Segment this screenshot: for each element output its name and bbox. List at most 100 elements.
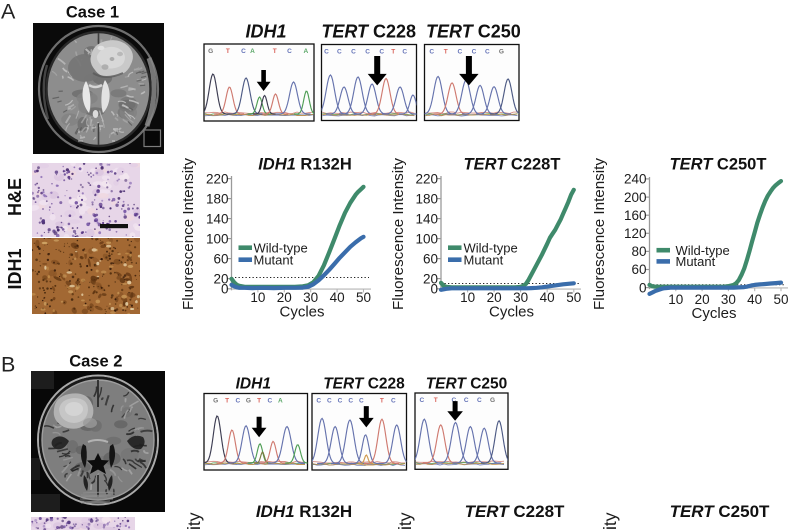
svg-text:C: C [348, 398, 353, 405]
svg-text:Wild-type: Wild-type [676, 243, 730, 258]
svg-text:20: 20 [487, 290, 502, 305]
svg-text:30: 30 [513, 290, 528, 305]
svg-text:C: C [391, 398, 396, 405]
svg-text:0: 0 [221, 282, 229, 297]
svg-text:H&E: H&E [5, 178, 25, 216]
svg-text:TERT C228T: TERT C228T [464, 156, 561, 174]
svg-text:Cycles: Cycles [279, 304, 324, 321]
svg-text:C: C [267, 398, 272, 405]
svg-text:TERT C250: TERT C250 [426, 375, 508, 392]
svg-text:100: 100 [415, 231, 438, 246]
svg-text:C: C [379, 49, 384, 56]
svg-text:C: C [429, 49, 434, 56]
svg-text:10: 10 [668, 292, 683, 307]
svg-text:C: C [452, 397, 457, 404]
svg-text:C: C [472, 49, 477, 56]
svg-text:C: C [337, 49, 342, 56]
svg-text:C: C [327, 398, 332, 405]
svg-text:40: 40 [330, 290, 345, 305]
svg-text:Mutant: Mutant [464, 252, 504, 267]
svg-text:Case 1: Case 1 [66, 4, 119, 22]
svg-text:C: C [287, 48, 292, 55]
svg-text:TERT C250: TERT C250 [426, 22, 521, 42]
svg-text:30: 30 [303, 290, 318, 305]
svg-text:C: C [485, 49, 490, 56]
svg-text:T: T [391, 49, 395, 56]
svg-text:C: C [420, 397, 425, 404]
svg-text:ity: ity [600, 512, 620, 530]
svg-text:80: 80 [631, 244, 646, 259]
svg-text:C: C [458, 49, 463, 56]
svg-text:20: 20 [277, 290, 292, 305]
svg-text:T: T [273, 48, 277, 55]
svg-text:C: C [402, 49, 407, 56]
svg-text:TERT C228: TERT C228 [321, 22, 416, 42]
svg-text:A: A [278, 398, 283, 405]
svg-text:140: 140 [206, 211, 229, 226]
svg-text:TERT C228T: TERT C228T [465, 502, 565, 521]
svg-text:T: T [226, 48, 230, 55]
svg-text:G: G [208, 48, 213, 55]
svg-text:IDH1: IDH1 [245, 22, 286, 42]
svg-text:50: 50 [356, 290, 371, 305]
svg-text:40: 40 [540, 290, 555, 305]
svg-text:0: 0 [639, 280, 647, 295]
svg-text:A: A [304, 48, 309, 55]
svg-text:ity: ity [184, 512, 204, 530]
svg-text:TERT C228: TERT C228 [323, 375, 405, 392]
svg-text:50: 50 [773, 292, 788, 307]
svg-text:100: 100 [206, 231, 229, 246]
svg-text:Mutant: Mutant [676, 254, 716, 269]
svg-text:C: C [235, 398, 240, 405]
svg-text:Fluorescence Intensity: Fluorescence Intensity [591, 158, 608, 310]
svg-text:Fluorescence Intensity: Fluorescence Intensity [390, 158, 407, 310]
svg-text:30: 30 [721, 292, 736, 307]
svg-text:240: 240 [624, 172, 647, 187]
svg-text:TERT C250T: TERT C250T [670, 502, 770, 521]
svg-text:IDH1 R132H: IDH1 R132H [258, 156, 352, 174]
svg-text:C: C [359, 398, 364, 405]
svg-text:T: T [380, 398, 384, 405]
svg-text:IDH1 R132H: IDH1 R132H [256, 502, 352, 521]
svg-text:Mutant: Mutant [254, 252, 294, 267]
svg-text:Case 2: Case 2 [69, 353, 122, 371]
svg-text:C: C [324, 49, 329, 56]
svg-text:220: 220 [415, 171, 438, 186]
svg-text:Wild-type: Wild-type [464, 240, 518, 255]
svg-text:C: C [316, 398, 321, 405]
svg-text:IDH1: IDH1 [5, 248, 25, 289]
svg-text:10: 10 [250, 290, 265, 305]
svg-text:T: T [444, 49, 448, 56]
svg-text:T: T [225, 398, 229, 405]
svg-text:TERT C250T: TERT C250T [670, 156, 767, 174]
svg-text:A: A [250, 48, 255, 55]
svg-text:220: 220 [206, 171, 229, 186]
svg-text:180: 180 [415, 191, 438, 206]
svg-text:20: 20 [213, 271, 228, 286]
svg-text:20: 20 [695, 292, 710, 307]
svg-text:60: 60 [631, 262, 646, 277]
svg-text:120: 120 [624, 226, 647, 241]
svg-text:180: 180 [206, 191, 229, 206]
svg-text:G: G [499, 49, 504, 56]
svg-text:140: 140 [415, 211, 438, 226]
svg-text:C: C [351, 49, 356, 56]
svg-text:G: G [213, 398, 218, 405]
svg-text:T: T [434, 397, 438, 404]
svg-text:C: C [338, 398, 343, 405]
svg-text:IDH1: IDH1 [236, 375, 271, 392]
svg-text:160: 160 [624, 208, 647, 223]
svg-text:Fluorescence Intensity: Fluorescence Intensity [180, 158, 197, 310]
svg-text:B: B [1, 353, 15, 377]
svg-text:40: 40 [747, 292, 762, 307]
svg-text:200: 200 [624, 190, 647, 205]
svg-text:C: C [464, 397, 469, 404]
svg-text:C: C [241, 48, 246, 55]
svg-text:50: 50 [566, 290, 581, 305]
svg-text:G: G [246, 398, 251, 405]
svg-text:20: 20 [423, 271, 438, 286]
svg-text:60: 60 [213, 251, 228, 266]
svg-text:60: 60 [423, 251, 438, 266]
svg-text:0: 0 [430, 282, 438, 297]
svg-text:T: T [257, 398, 261, 405]
